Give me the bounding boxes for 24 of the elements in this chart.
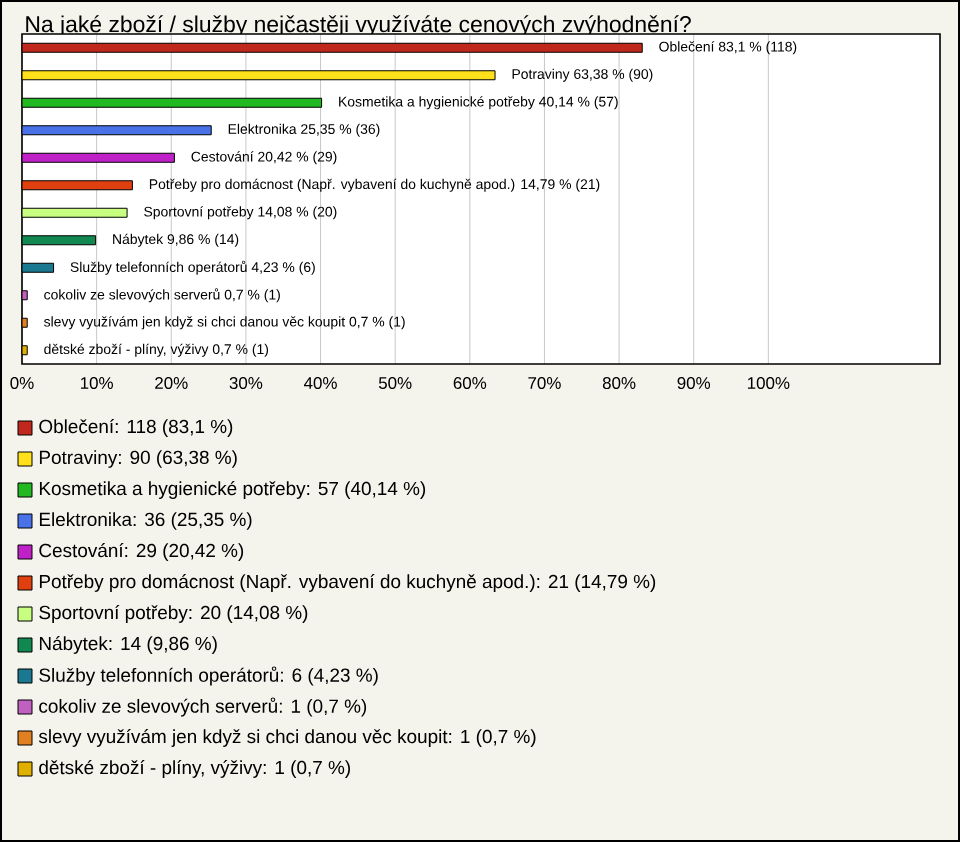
legend-label: cokoliv ze slevových serverů: 1 (0,7 %): [39, 697, 367, 717]
legend-label: Nábytek: 14 (9,86 %): [39, 636, 217, 654]
x-tick-label: 50%: [378, 377, 412, 390]
x-tick-label: 40%: [303, 377, 337, 390]
legend-label: Služby telefonních operátorů: 6 (4,23 %): [39, 666, 378, 686]
legend-label: Elektronika: 36 (25,35 %): [39, 512, 252, 530]
legend-label: Sportovní potřeby: 20 (14,08 %): [39, 605, 308, 623]
x-tick-label: 80%: [602, 377, 636, 390]
x-tick-label: 20%: [155, 377, 188, 390]
legend-label: Oblečení: 118 (83,1 %): [39, 419, 233, 437]
legend-label: Potřeby pro domácnost (Např. vybavení do kuchyně apod.): 21 (14,79 %): [39, 574, 656, 592]
x-tick-label: 0%: [10, 377, 34, 390]
x-tick-label: 100%: [747, 377, 790, 390]
x-tick-label: 70%: [528, 377, 561, 390]
legend-label: Kosmetika a hygienické potřeby: 57 (40,14 %): [39, 481, 426, 499]
x-tick-label: 30%: [229, 377, 263, 390]
x-tick-label: 10%: [80, 377, 113, 390]
legend-label: Cestování: 29 (20,42 %): [39, 543, 244, 561]
legend-label: slevy využívám jen když si chci danou věc koupit: 1 (0,7 %): [38, 729, 536, 747]
x-tick-label: 60%: [453, 377, 487, 390]
x-tick-label: 90%: [677, 377, 711, 390]
chart-title: Na jaké zboží / služby nejčastěji využíváte cenových zvýhodnění?: [26, 15, 691, 37]
legend-label: Potraviny: 90 (63,38 %): [39, 450, 237, 468]
legend-label: dětské zboží - plíny, výživy: 1 (0,7 %): [39, 760, 350, 778]
